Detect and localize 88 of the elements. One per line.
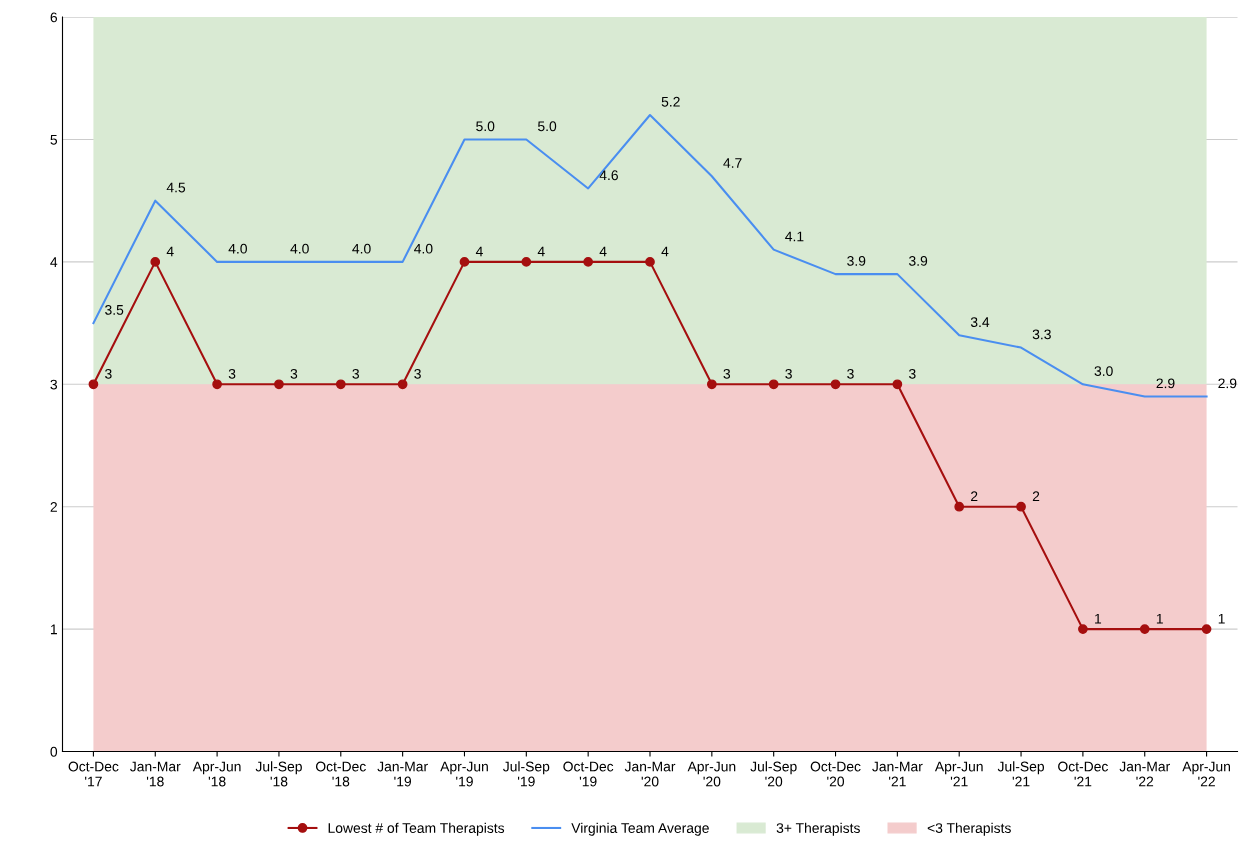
data-label: 3 — [785, 368, 792, 379]
x-tick-label: Jul-Sep '19 — [502, 761, 550, 787]
x-tick-label: Apr-Jun '20 — [687, 761, 736, 787]
data-label: 4.5 — [166, 182, 186, 193]
y-tick-label: 2 — [50, 502, 57, 512]
point — [1078, 624, 1088, 634]
point — [397, 379, 408, 390]
data-label: 2 — [1032, 491, 1040, 502]
x-tick-label: Jul-Sep '18 — [255, 761, 302, 787]
legend-label: Lowest # of Team Therapists — [328, 822, 505, 836]
y-tick-label: 0 — [50, 746, 58, 757]
data-label: 3.9 — [847, 256, 866, 266]
data-label: 4 — [537, 246, 545, 257]
data-label: 5.0 — [476, 121, 495, 132]
x-tick-label: Jan-Mar '21 — [872, 761, 923, 787]
legend-label: <3 Therapists — [927, 822, 1011, 836]
x-tick-label: Apr-Jun '18 — [192, 761, 241, 787]
x-tick-label: Oct-Dec '20 — [810, 761, 861, 787]
data-label: 1 — [1218, 613, 1225, 624]
data-label: 1 — [1156, 613, 1163, 624]
line-series — [92, 113, 1208, 398]
legend-label: 3+ Therapists — [776, 822, 860, 836]
point — [212, 379, 222, 390]
data-label: 2.9 — [1156, 378, 1175, 389]
point — [583, 257, 594, 267]
data-label: 3.0 — [1094, 366, 1113, 376]
data-label: 4.0 — [290, 243, 309, 254]
data-label: 4.0 — [352, 243, 371, 254]
data-label: 3 — [723, 368, 731, 379]
data-label: 3 — [228, 368, 236, 379]
x-tick-label: Jan-Mar '18 — [130, 761, 181, 787]
data-label: 4.0 — [414, 243, 433, 254]
data-label: 3 — [352, 368, 360, 379]
data-label: 4.1 — [785, 231, 804, 242]
data-label: 4 — [661, 246, 669, 257]
data-label: 4 — [475, 246, 483, 257]
point — [830, 379, 841, 390]
y-tick-label: 3 — [50, 379, 58, 390]
point — [954, 501, 965, 512]
data-label: 3 — [414, 368, 421, 379]
data-label: 5.2 — [661, 96, 680, 107]
x-tick-label: Apr-Jun '19 — [440, 761, 488, 787]
x-tick-label: Jan-Mar '20 — [624, 761, 676, 787]
y-tick-label: 4 — [50, 257, 58, 267]
data-label: 1 — [1095, 613, 1102, 624]
data-label: 3.5 — [105, 304, 124, 315]
x-tick-label: Jul-Sep '20 — [750, 761, 797, 787]
point — [335, 379, 346, 390]
data-label: 4.0 — [228, 243, 247, 254]
point — [706, 379, 717, 390]
data-label: 4 — [599, 246, 607, 257]
x-tick-label: Jul-Sep '21 — [997, 761, 1045, 787]
x-tick-label: Oct-Dec '21 — [1058, 761, 1108, 787]
data-label: 3.9 — [909, 256, 928, 266]
point — [892, 379, 903, 390]
point — [768, 379, 779, 390]
y-tick-label: 6 — [50, 12, 58, 23]
data-label: 4.6 — [599, 170, 618, 181]
x-tick-label: Apr-Jun '21 — [934, 761, 983, 787]
data-label: 3 — [909, 368, 916, 379]
x-tick-label: Oct-Dec '19 — [563, 761, 614, 787]
data-label: 2 — [971, 491, 978, 502]
data-label: 5.0 — [537, 121, 557, 132]
point — [274, 379, 284, 390]
point — [459, 257, 470, 267]
data-label: 3.3 — [1032, 329, 1051, 340]
x-tick-label: Jan-Mar '22 — [1119, 761, 1170, 787]
point — [645, 257, 655, 267]
x-tick-label: Oct-Dec '18 — [315, 761, 366, 787]
data-label: 3.4 — [970, 317, 990, 328]
x-tick-label: Oct-Dec '17 — [68, 761, 119, 787]
point — [1139, 624, 1150, 634]
legend-label: Virginia Team Average — [571, 822, 709, 836]
data-label: 3 — [847, 368, 854, 379]
x-tick-label: Jan-Mar '19 — [377, 761, 428, 787]
data-label: 3 — [290, 368, 298, 379]
point — [150, 257, 161, 267]
point — [1201, 624, 1212, 634]
y-tick-label: 1 — [50, 624, 57, 635]
point — [521, 257, 532, 267]
data-label: 4.7 — [723, 158, 742, 168]
y-tick-label: 5 — [50, 134, 58, 145]
data-label: 2.9 — [1218, 378, 1237, 389]
point — [1016, 501, 1026, 512]
x-tick-label: Apr-Jun '22 — [1182, 761, 1230, 787]
data-label: 3 — [105, 368, 112, 379]
point — [88, 379, 99, 390]
data-label: 4 — [166, 246, 174, 257]
